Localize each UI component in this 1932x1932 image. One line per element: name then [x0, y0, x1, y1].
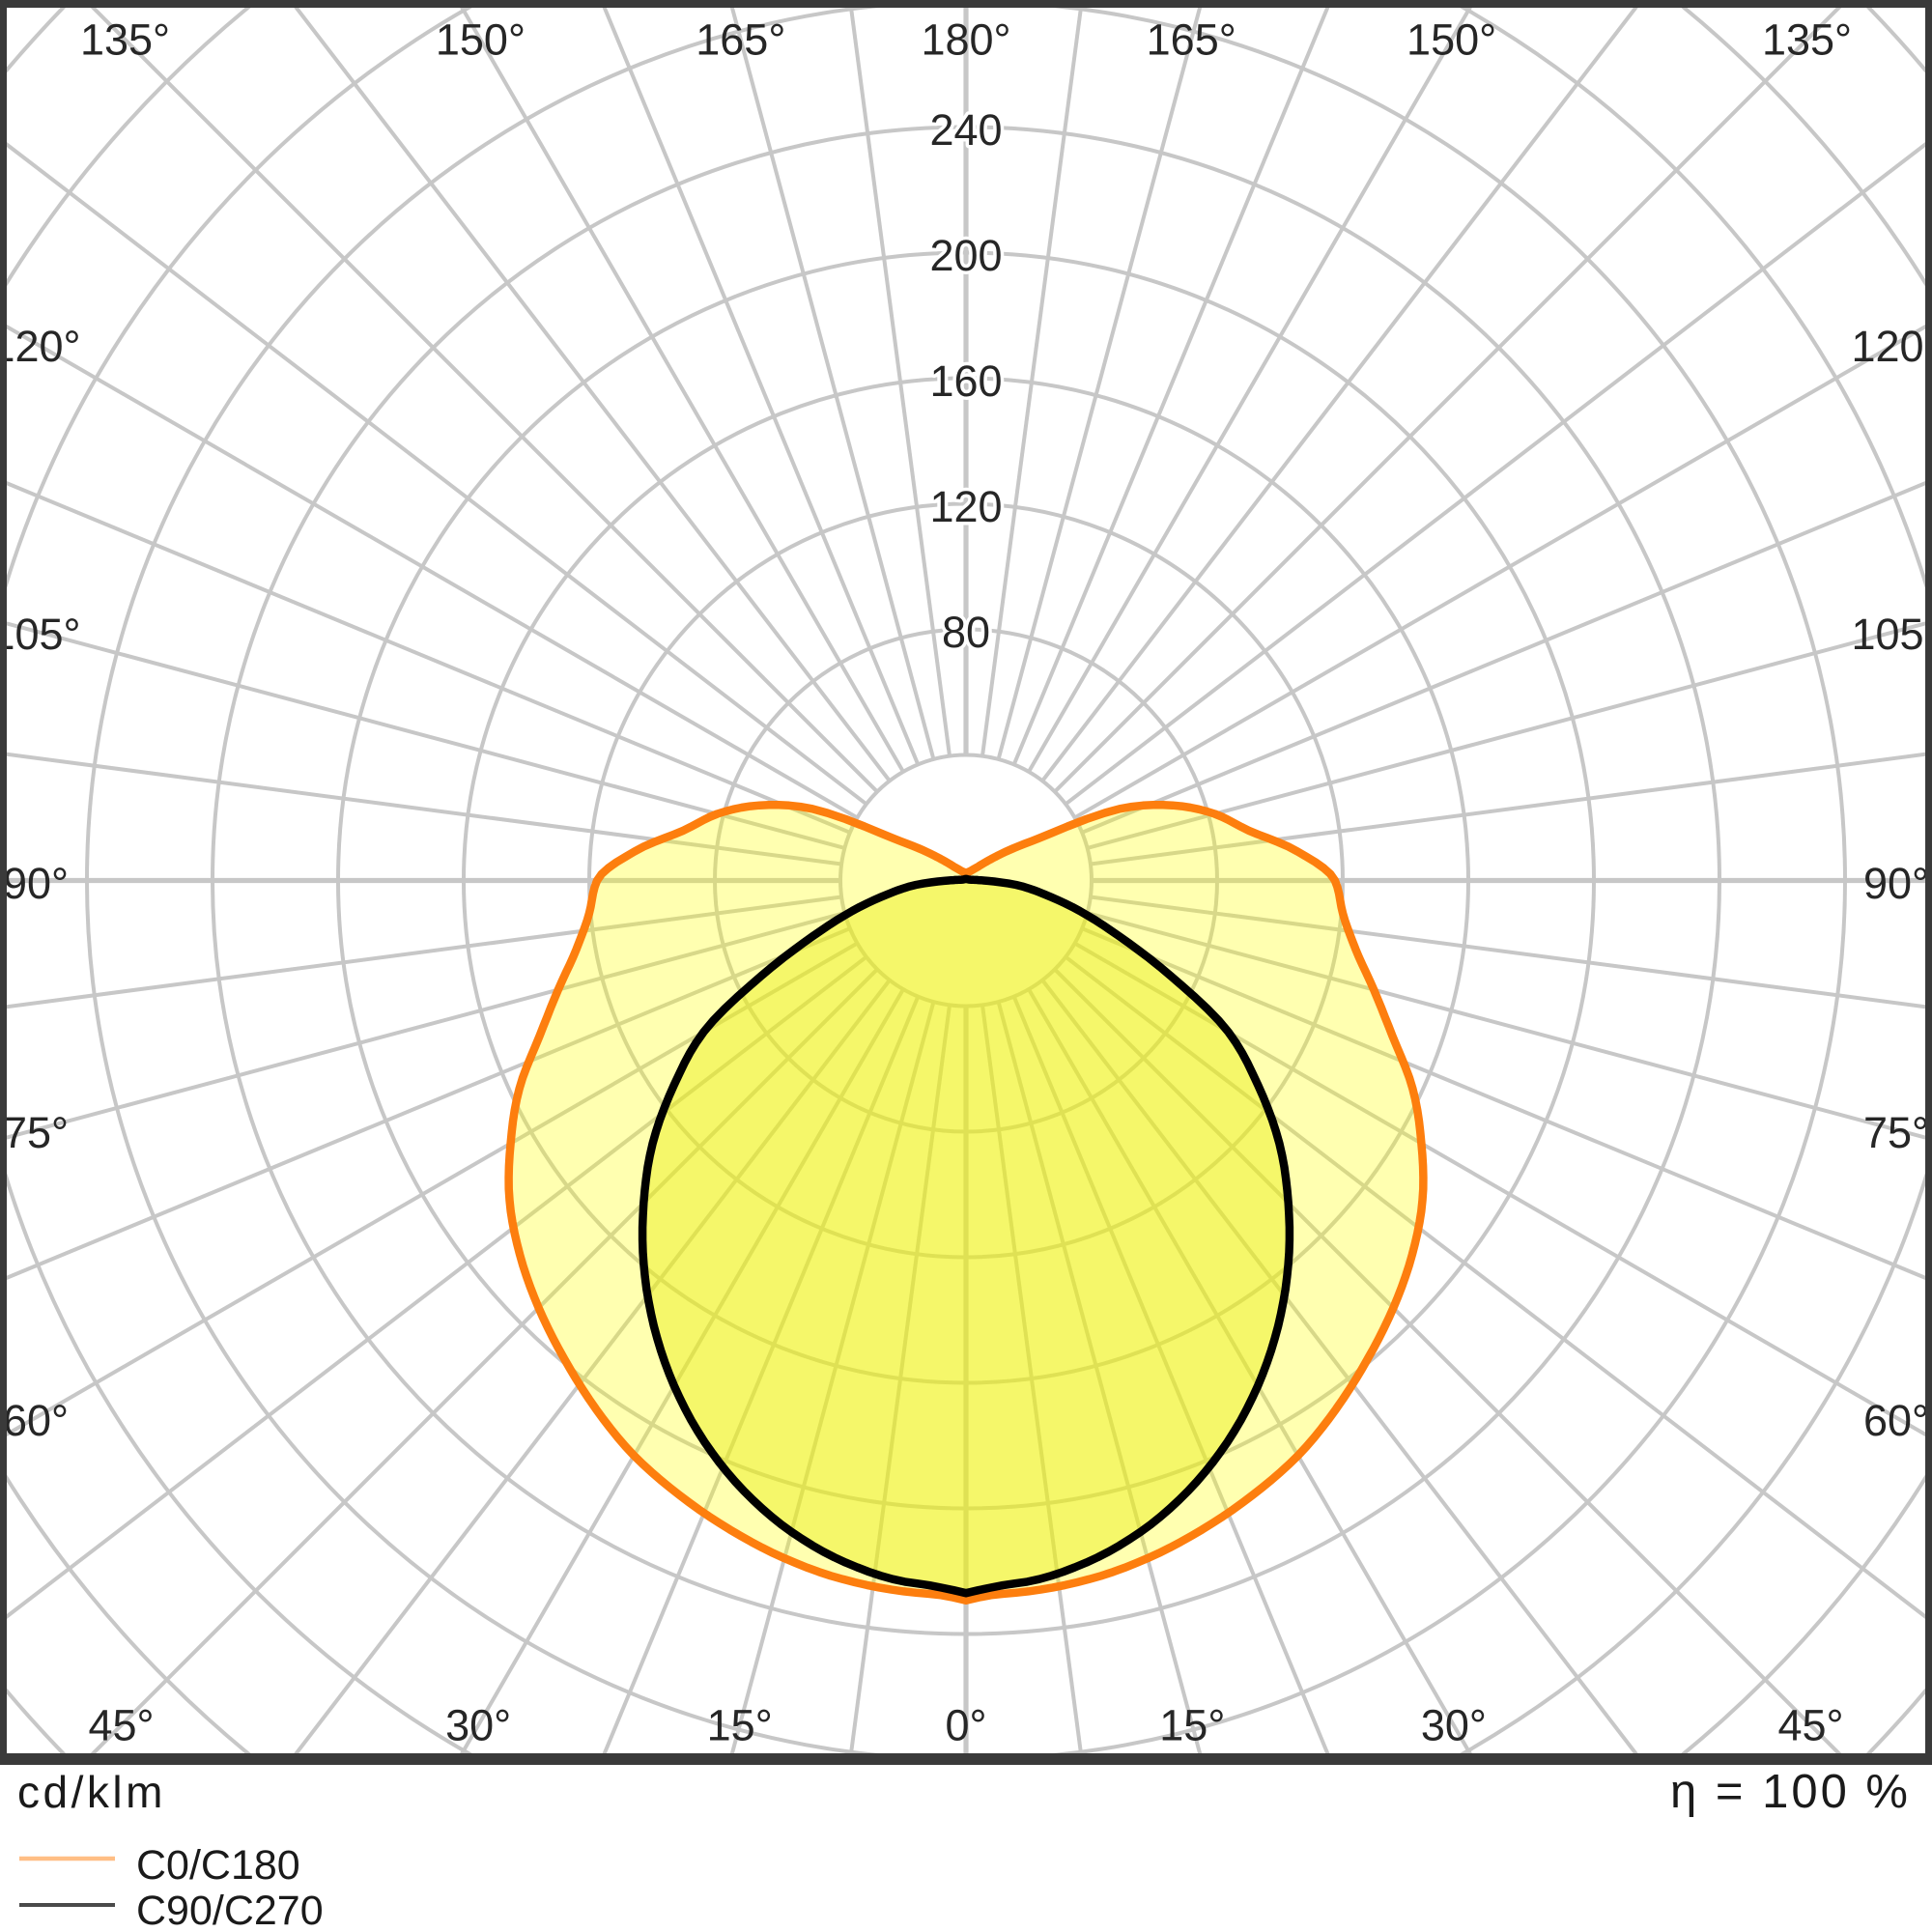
- svg-text:105°: 105°: [1851, 610, 1932, 659]
- svg-text:η = 100 %: η = 100 %: [1670, 1766, 1911, 1818]
- svg-text:60°: 60°: [3, 1396, 69, 1445]
- svg-text:15°: 15°: [707, 1701, 773, 1750]
- svg-text:120: 120: [929, 482, 1002, 531]
- svg-text:75°: 75°: [1863, 1108, 1929, 1157]
- svg-text:165°: 165°: [1147, 15, 1236, 65]
- svg-text:90°: 90°: [3, 859, 69, 908]
- svg-text:C0/C180: C0/C180: [136, 1842, 300, 1889]
- svg-text:45°: 45°: [88, 1701, 154, 1750]
- svg-text:45°: 45°: [1777, 1701, 1843, 1750]
- svg-text:15°: 15°: [1159, 1701, 1225, 1750]
- svg-text:120°: 120°: [1851, 322, 1932, 371]
- svg-text:240: 240: [929, 105, 1002, 155]
- svg-text:80: 80: [942, 608, 990, 657]
- svg-text:cd/klm: cd/klm: [17, 1767, 166, 1817]
- svg-text:180°: 180°: [921, 15, 1010, 65]
- svg-text:160: 160: [929, 356, 1002, 406]
- svg-text:30°: 30°: [1421, 1701, 1487, 1750]
- svg-text:150°: 150°: [1406, 15, 1496, 65]
- svg-text:150°: 150°: [436, 15, 526, 65]
- svg-text:30°: 30°: [445, 1701, 511, 1750]
- svg-text:200: 200: [929, 231, 1002, 280]
- svg-text:135°: 135°: [1762, 15, 1852, 65]
- svg-text:C90/C270: C90/C270: [136, 1888, 324, 1932]
- svg-text:60°: 60°: [1863, 1396, 1929, 1445]
- svg-text:135°: 135°: [80, 15, 170, 65]
- svg-text:75°: 75°: [3, 1108, 69, 1157]
- svg-text:0°: 0°: [945, 1701, 986, 1750]
- svg-text:90°: 90°: [1863, 859, 1929, 908]
- svg-text:105°: 105°: [0, 610, 81, 659]
- svg-text:165°: 165°: [696, 15, 785, 65]
- svg-text:120°: 120°: [0, 322, 81, 371]
